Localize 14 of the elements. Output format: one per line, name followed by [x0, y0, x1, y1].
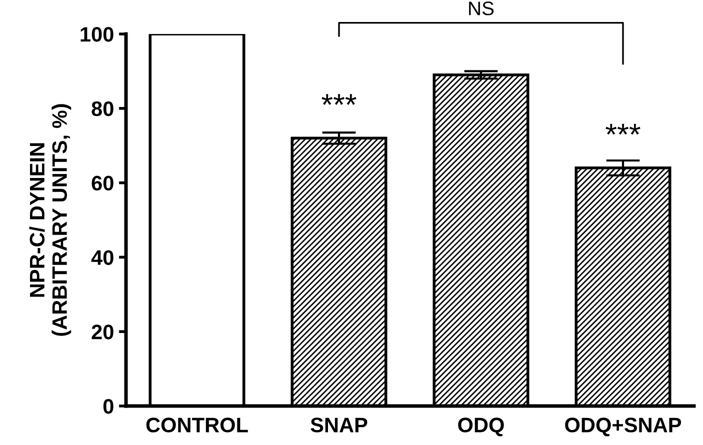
x-tick-label: CONTROL — [146, 418, 248, 432]
text: NS — [469, 2, 494, 16]
x-tick-label: ODQ — [458, 418, 504, 436]
y-tick-label: 100 — [80, 27, 114, 42]
x-tick-label: ODQ+SNAP — [565, 418, 682, 436]
y-tick-label: 20 — [92, 324, 114, 340]
y-tick-label: 40 — [91, 250, 114, 265]
x-tick-label: SNAP — [310, 418, 368, 432]
y-tick-label: 60 — [92, 176, 114, 191]
y-tick-label: 80 — [92, 101, 114, 116]
y-axis-title: NPR-C/ DYNEIN (ARBITRARY UNITS, %) — [29, 104, 72, 336]
annotation: *** — [606, 124, 640, 135]
y-tick-label: 0 — [103, 399, 114, 414]
annotation: *** — [322, 94, 356, 105]
